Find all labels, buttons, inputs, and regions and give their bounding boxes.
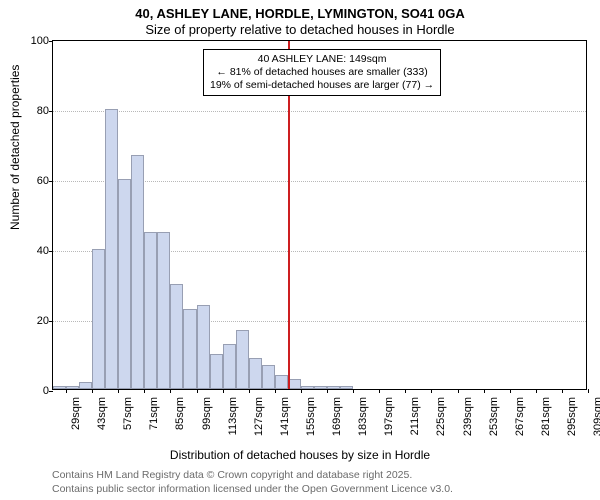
credit-line-2: Contains public sector information licen… (52, 483, 453, 495)
histogram-bar (105, 109, 118, 389)
x-tick-mark (379, 389, 380, 393)
chart-container: 40, ASHLEY LANE, HORDLE, LYMINGTON, SO41… (0, 0, 600, 500)
y-tick-label: 40 (23, 245, 49, 257)
y-tick-mark (49, 391, 53, 392)
histogram-bar (340, 386, 353, 390)
y-tick-label: 100 (23, 35, 49, 47)
histogram-bar (197, 305, 210, 389)
x-tick-mark (144, 389, 145, 393)
x-tick-mark (484, 389, 485, 393)
x-axis-label: Distribution of detached houses by size … (0, 448, 600, 462)
histogram-bar (53, 386, 66, 390)
x-tick-mark (588, 389, 589, 393)
histogram-bar (249, 358, 262, 390)
x-tick-mark (458, 389, 459, 393)
x-tick-mark (249, 389, 250, 393)
y-tick-label: 60 (23, 175, 49, 187)
x-tick-mark (431, 389, 432, 393)
y-tick-mark (49, 251, 53, 252)
chart-subtitle: Size of property relative to detached ho… (0, 22, 600, 37)
y-tick-label: 80 (23, 105, 49, 117)
histogram-bar (92, 249, 105, 389)
y-tick-mark (49, 41, 53, 42)
x-tick-mark (66, 389, 67, 393)
y-tick-label: 20 (23, 315, 49, 327)
histogram-bar (236, 330, 249, 390)
y-tick-mark (49, 181, 53, 182)
x-tick-mark (301, 389, 302, 393)
chart-title: 40, ASHLEY LANE, HORDLE, LYMINGTON, SO41… (0, 6, 600, 21)
y-tick-label: 0 (23, 385, 49, 397)
x-tick-mark (92, 389, 93, 393)
histogram-bar (301, 386, 314, 390)
gridline (53, 111, 586, 112)
histogram-bar (210, 354, 223, 389)
histogram-bar (144, 232, 157, 390)
x-tick-mark (405, 389, 406, 393)
annotation-line: 19% of semi-detached houses are larger (… (210, 79, 434, 92)
histogram-bar (157, 232, 170, 390)
histogram-bar (183, 309, 196, 390)
x-tick-mark (327, 389, 328, 393)
histogram-bar (79, 382, 92, 389)
histogram-bar (66, 386, 79, 390)
annotation-line: ← 81% of detached houses are smaller (33… (210, 66, 434, 79)
credit-line-1: Contains HM Land Registry data © Crown c… (52, 469, 412, 481)
histogram-bar (275, 375, 288, 389)
x-tick-mark (562, 389, 563, 393)
histogram-bar (131, 155, 144, 390)
annotation-line: 40 ASHLEY LANE: 149sqm (210, 53, 434, 66)
x-tick-mark (275, 389, 276, 393)
annotation-box: 40 ASHLEY LANE: 149sqm← 81% of detached … (203, 49, 441, 96)
x-tick-mark (197, 389, 198, 393)
x-tick-mark (510, 389, 511, 393)
x-tick-mark (536, 389, 537, 393)
y-tick-mark (49, 111, 53, 112)
histogram-bar (118, 179, 131, 389)
x-tick-mark (353, 389, 354, 393)
y-tick-mark (49, 321, 53, 322)
histogram-bar (262, 365, 275, 390)
histogram-bar (314, 386, 327, 390)
histogram-bar (170, 284, 183, 389)
plot-area: 02040608010029sqm43sqm57sqm71sqm85sqm99s… (52, 40, 587, 390)
x-tick-mark (223, 389, 224, 393)
histogram-bar (223, 344, 236, 390)
x-tick-mark (170, 389, 171, 393)
histogram-bar (327, 386, 340, 390)
x-tick-mark (118, 389, 119, 393)
y-axis-label: Number of detached properties (8, 65, 22, 230)
